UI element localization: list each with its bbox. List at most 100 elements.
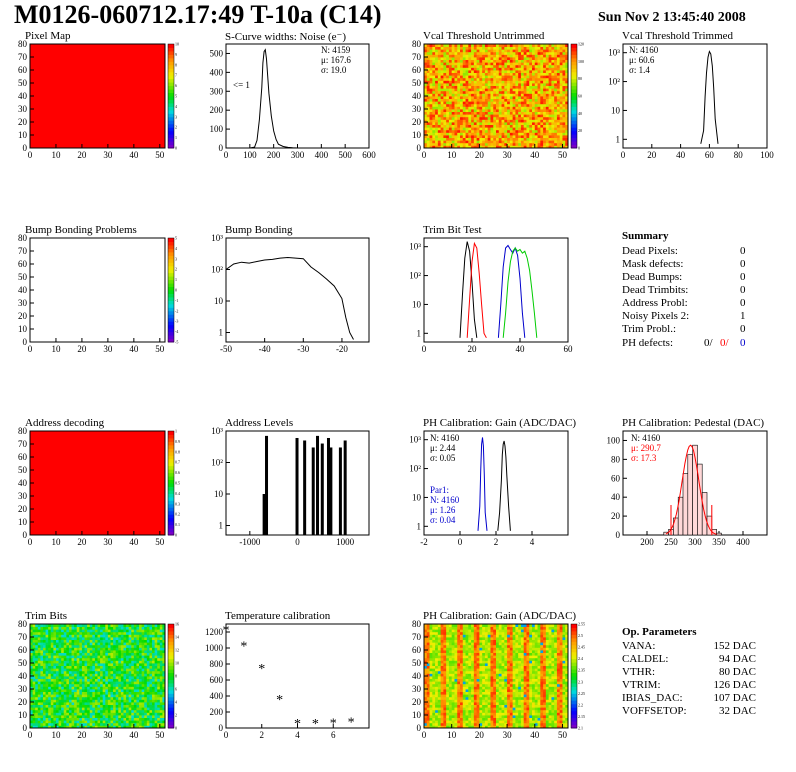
heatmap-cell [484, 135, 489, 138]
heatmap-cell [448, 127, 453, 131]
heatmap-cell [446, 75, 450, 79]
heatmap-cell [76, 668, 80, 672]
heatmap-cell [71, 629, 75, 633]
heatmap-cell [84, 678, 88, 682]
heatmap-cell [532, 127, 536, 131]
x-tick-label: 10 [447, 150, 457, 160]
heatmap-cell [48, 644, 52, 648]
heatmap-cell [479, 67, 483, 71]
heatmap-cell [79, 683, 83, 687]
heatmap-cell [55, 696, 59, 700]
heatmap-cell [76, 715, 80, 718]
heatmap-cell [462, 83, 466, 86]
summary-ph-defects-v2: 0/ [720, 337, 729, 349]
heatmap-cell [45, 725, 49, 729]
heatmap-cell [89, 626, 93, 630]
heatmap-cell [532, 90, 536, 94]
heatmap-cell [482, 49, 486, 53]
heatmap-cell [37, 637, 41, 640]
heatmap-cell [523, 709, 527, 713]
heatmap-cell [537, 70, 541, 73]
heatmap-cell [81, 722, 85, 726]
heatmap-cell [540, 709, 544, 713]
heatmap-cell [484, 722, 489, 726]
heatmap-cell [157, 686, 161, 690]
heatmap-cell [504, 103, 508, 107]
heatmap-cell [556, 722, 561, 726]
heatmap-cell [498, 75, 502, 79]
heatmap-cell [55, 699, 59, 703]
heatmap-cell [63, 660, 67, 664]
heatmap-cell [102, 702, 106, 705]
heatmap-cell [154, 665, 158, 669]
heatmap-cell [118, 694, 122, 698]
heatmap-cell [74, 707, 78, 711]
heatmap-cell [471, 49, 475, 53]
heatmap-cell [551, 124, 555, 128]
heatmap-cell [128, 691, 132, 695]
heatmap-cell [128, 707, 132, 711]
heatmap-cell [79, 631, 83, 635]
heatmap-cell [473, 140, 478, 144]
heatmap-cell [498, 720, 502, 724]
heatmap-cell [45, 704, 49, 708]
heatmap-cell [454, 44, 458, 47]
heatmap-cell [526, 62, 530, 66]
heatmap-cell [496, 720, 500, 724]
heatmap-cell [526, 101, 530, 105]
heatmap-cell [526, 116, 530, 120]
heatmap-cell [440, 51, 444, 55]
heatmap-cell [457, 124, 461, 128]
heatmap-cell [512, 83, 516, 86]
heatmap-cell [457, 88, 461, 92]
heatmap-cell [526, 54, 530, 58]
heatmap-cell [501, 116, 505, 120]
heatmap-cell [126, 694, 130, 698]
heatmap-cell [490, 129, 494, 133]
heatmap-cell [476, 103, 480, 107]
heatmap-cell [89, 652, 93, 656]
heatmap-cell [512, 140, 516, 144]
heatmap-cell [540, 720, 544, 724]
heatmap-cell [490, 722, 494, 726]
heatmap-cell [468, 85, 472, 89]
heatmap-cell [487, 725, 491, 729]
heatmap-cell [63, 655, 67, 659]
heatmap-cell [37, 715, 41, 718]
heatmap-cell [446, 106, 450, 110]
heatmap-cell [100, 652, 104, 656]
heatmap-cell [89, 663, 93, 666]
heatmap-cell [465, 44, 469, 47]
heatmap-cell [149, 644, 153, 648]
heatmap-cell [443, 64, 447, 68]
heatmap-cell [429, 54, 433, 58]
heatmap-cell [465, 106, 469, 110]
heatmap-cell [152, 626, 156, 630]
heatmap-cell [468, 93, 472, 97]
heatmap-cell [133, 665, 137, 669]
heatmap-cell [523, 54, 527, 58]
heatmap-cell [490, 142, 494, 146]
heatmap-cell [97, 644, 101, 648]
heatmap-cell [105, 709, 109, 713]
heatmap-cell [446, 88, 450, 92]
heatmap-cell [457, 46, 461, 50]
colorbar-segment [168, 300, 174, 305]
heatmap-cell [30, 652, 33, 656]
heatmap-cell [105, 686, 109, 690]
heatmap-cell [424, 64, 428, 68]
heatmap-cell [76, 712, 80, 716]
heatmap-cell [115, 647, 119, 651]
heatmap-cell [529, 54, 533, 58]
heatmap-cell [133, 694, 137, 698]
heatmap-cell [84, 663, 88, 666]
heatmap-cell [465, 64, 469, 68]
heatmap-cell [144, 663, 148, 666]
heatmap-cell [451, 116, 455, 120]
heatmap-cell [507, 49, 511, 53]
x-tick-label: 0 [28, 537, 33, 547]
heatmap-cell [460, 106, 464, 110]
heatmap-cell [462, 46, 466, 50]
heatmap-cell [50, 676, 54, 679]
heatmap-cell [429, 116, 433, 120]
